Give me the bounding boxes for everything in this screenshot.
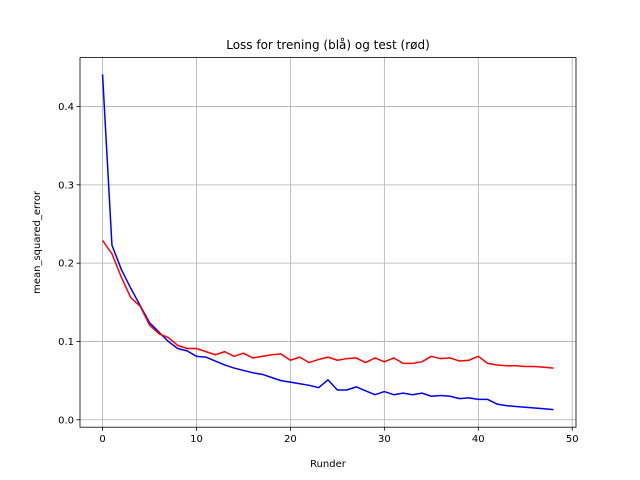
y-tick-label: 0.2 xyxy=(58,259,74,270)
x-tick-label: 50 xyxy=(566,434,579,445)
y-tick-label: 0.4 xyxy=(58,102,74,113)
y-tick-label: 0.0 xyxy=(58,415,74,426)
x-tick-label: 20 xyxy=(284,434,297,445)
grid xyxy=(80,57,576,428)
y-tick-label: 0.3 xyxy=(58,180,74,191)
ticks: 0 10 20 30 40 50 0.0 0.1 0.2 0.3 0.4 xyxy=(58,102,579,445)
train-loss-line xyxy=(101,74,554,411)
x-tick-label: 40 xyxy=(472,434,485,445)
test-loss-line xyxy=(101,240,554,369)
x-tick-label: 0 xyxy=(99,434,105,445)
y-axis-label: mean_squared_error xyxy=(32,190,43,294)
chart-title: Loss for trening (blå) og test (rød) xyxy=(226,38,430,52)
x-axis-label: Runder xyxy=(310,459,347,470)
x-tick-label: 10 xyxy=(190,434,203,445)
plot-frame xyxy=(79,57,577,428)
series-layer xyxy=(101,74,554,411)
y-tick-label: 0.1 xyxy=(58,337,74,348)
x-tick-label: 30 xyxy=(378,434,391,445)
